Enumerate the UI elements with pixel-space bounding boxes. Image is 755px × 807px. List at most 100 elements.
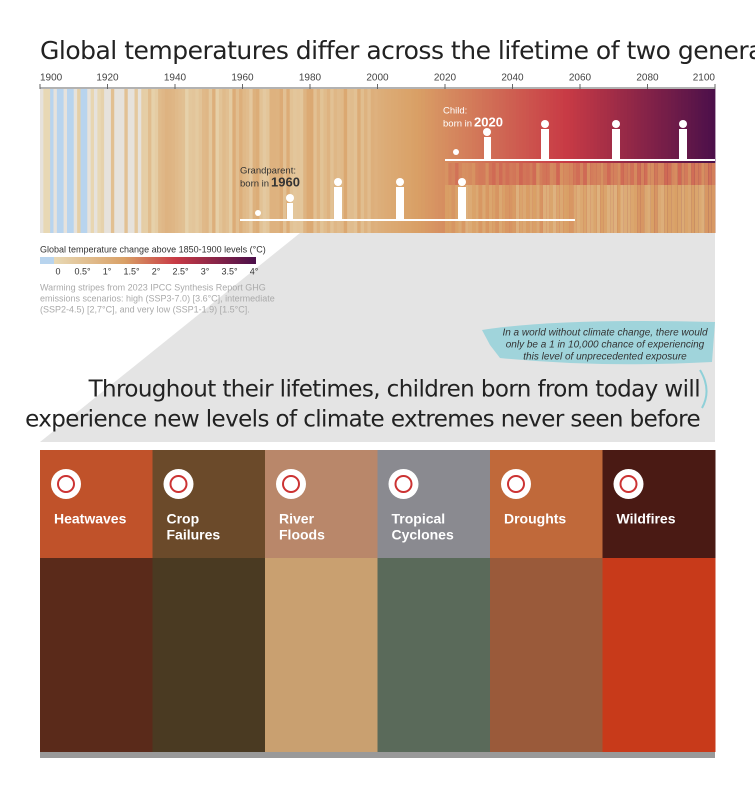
stripe <box>472 163 476 185</box>
panel-top <box>490 450 603 558</box>
stripe <box>458 163 463 185</box>
stripe <box>171 89 176 233</box>
panel-icon <box>163 469 194 499</box>
stripe <box>546 185 551 233</box>
stripe <box>566 163 571 185</box>
stripe <box>104 89 108 233</box>
stripe <box>529 185 534 233</box>
stripe <box>360 89 365 233</box>
panel-icon-inner <box>507 475 525 493</box>
stripe <box>222 89 227 233</box>
stripe <box>499 163 503 185</box>
stripe <box>704 185 709 233</box>
stripe <box>475 185 480 233</box>
panel-icon <box>388 469 419 499</box>
stripe <box>218 89 223 233</box>
stripe <box>698 185 702 233</box>
headline: experience new levels of climate extreme… <box>25 407 700 433</box>
panel-top <box>152 450 266 558</box>
stripe <box>515 185 520 233</box>
stripe <box>661 185 665 233</box>
stripe <box>681 163 686 185</box>
panel-label: River <box>279 511 315 527</box>
stripe <box>634 185 638 233</box>
panel-label: Tropical <box>392 511 446 527</box>
stripe <box>485 185 490 233</box>
stripe <box>623 163 628 185</box>
stripe <box>249 89 254 233</box>
stripe <box>353 89 358 233</box>
stripe <box>542 185 547 233</box>
stripe <box>185 89 189 233</box>
stripe <box>637 185 642 233</box>
child-year: 2020 <box>474 114 503 129</box>
stripe <box>688 163 692 185</box>
grandparent-year: 1960 <box>271 174 300 189</box>
stripe <box>684 163 689 185</box>
stripe <box>134 89 139 233</box>
stripe <box>380 89 385 233</box>
stripe <box>428 89 432 233</box>
panel-top <box>40 450 153 558</box>
panel-label: Failures <box>167 527 221 543</box>
stripe <box>350 89 355 233</box>
stripe <box>485 163 490 185</box>
panel-icon <box>501 469 531 499</box>
stripe <box>114 89 119 233</box>
stripe <box>404 89 409 233</box>
stripe <box>526 185 530 233</box>
stripe <box>586 163 591 185</box>
stripe <box>384 89 389 233</box>
stripe <box>107 89 112 233</box>
stripe <box>100 89 105 233</box>
legend-tick: 1° <box>103 266 112 276</box>
stripe <box>40 89 44 233</box>
stripe <box>607 185 611 233</box>
legend-cool <box>40 257 54 264</box>
stripe <box>488 185 493 233</box>
stripe <box>215 89 220 233</box>
stripe <box>414 89 419 233</box>
stripe <box>630 185 635 233</box>
headline: Throughout their lifetimes, children bor… <box>88 377 700 403</box>
stripe <box>259 89 264 233</box>
stripe <box>451 185 456 233</box>
stripe <box>299 89 304 233</box>
stripe <box>674 163 679 185</box>
stripe <box>67 89 71 233</box>
stripe <box>97 89 102 233</box>
stripe <box>539 185 544 233</box>
stripe <box>326 89 331 233</box>
stripe <box>374 89 378 233</box>
stripe <box>502 185 507 233</box>
stripe <box>519 185 524 233</box>
stripe <box>148 89 152 233</box>
stripe <box>664 163 669 185</box>
stripe <box>664 185 669 233</box>
stripe <box>188 89 193 233</box>
stripe <box>617 185 621 233</box>
stripe <box>522 163 527 185</box>
stripe <box>202 89 206 233</box>
stripe <box>438 89 443 233</box>
grandparent-born: born in <box>240 179 269 190</box>
stripe <box>492 163 497 185</box>
stripe <box>60 89 65 233</box>
stripe <box>158 89 162 233</box>
year-label: 2040 <box>501 73 524 84</box>
stripe <box>711 163 716 185</box>
stripe <box>650 185 655 233</box>
stripe <box>694 163 699 185</box>
legend-tick: 1.5° <box>123 266 140 276</box>
stripe <box>563 185 567 233</box>
stripe <box>397 89 402 233</box>
stripe <box>448 163 453 185</box>
stripe <box>310 89 314 233</box>
stripe <box>701 163 706 185</box>
stripe <box>613 185 618 233</box>
stripe <box>617 163 621 185</box>
stripe <box>559 163 564 185</box>
stripe <box>600 163 605 185</box>
stripe <box>293 89 297 233</box>
year-label: 2060 <box>569 73 592 84</box>
